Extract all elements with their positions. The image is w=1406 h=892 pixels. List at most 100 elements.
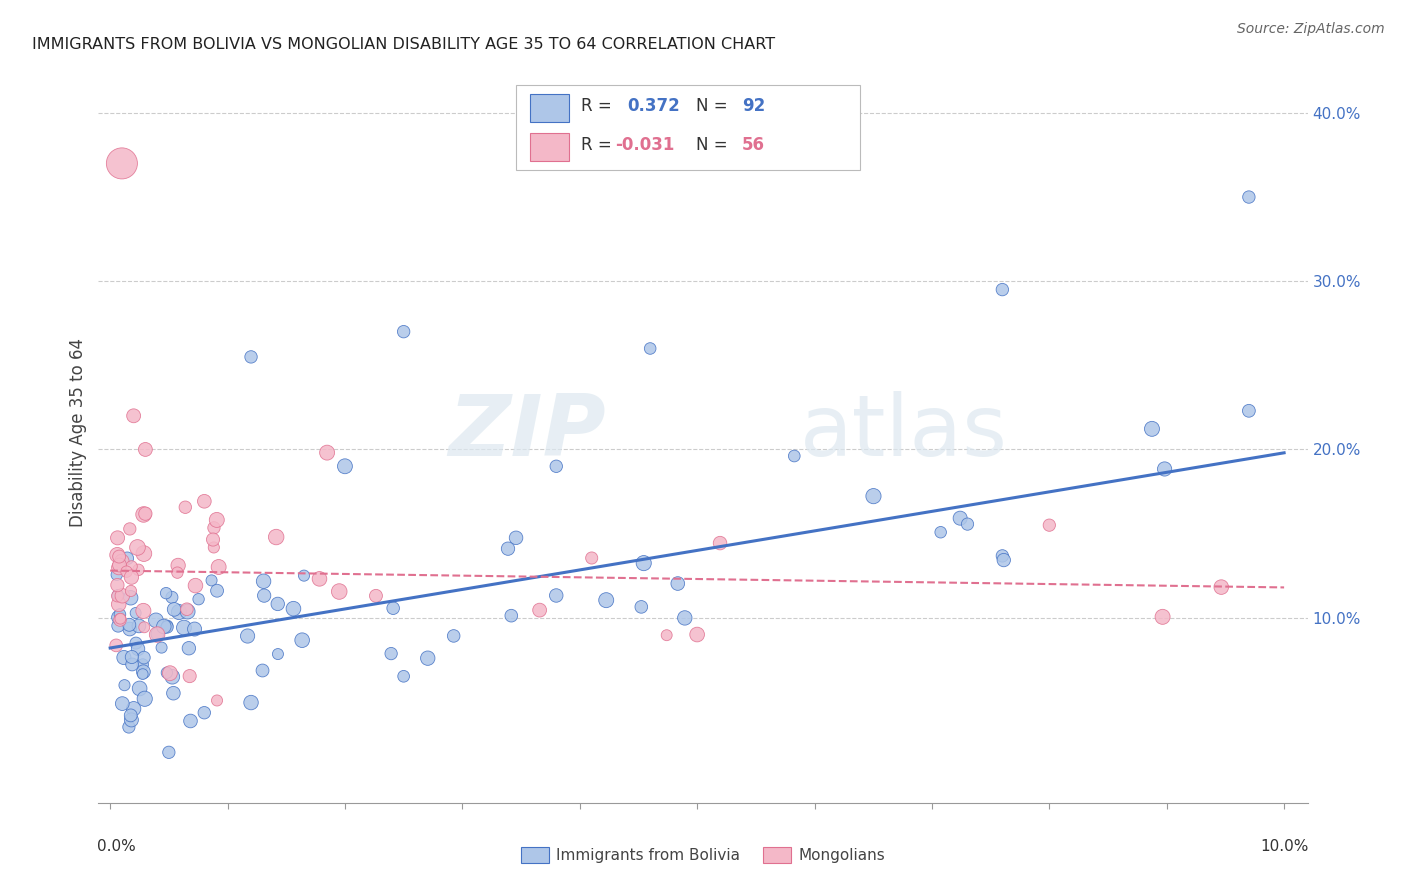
Point (1211, 580, 1233, 594)
Point (501, 608, 523, 623)
Legend: Immigrants from Bolivia, Mongolians: Immigrants from Bolivia, Mongolians (515, 841, 891, 869)
Point (107, 588, 129, 602)
Point (291, 633, 314, 648)
Point (862, 489, 884, 503)
Point (121, 559, 143, 574)
Point (240, 696, 263, 710)
Point (118, 617, 141, 632)
Point (127, 641, 149, 656)
Point (153, 619, 176, 633)
Point (114, 678, 136, 692)
Point (686, 627, 709, 641)
Point (630, 599, 652, 614)
Point (121, 657, 143, 672)
Text: N =: N = (696, 97, 733, 115)
FancyBboxPatch shape (530, 94, 569, 121)
Point (202, 533, 225, 547)
Point (208, 560, 231, 574)
Point (125, 636, 148, 650)
Point (128, 619, 150, 633)
Point (127, 563, 149, 577)
Point (443, 629, 465, 643)
Point (128, 681, 150, 696)
Text: 0.372: 0.372 (627, 97, 679, 115)
Point (145, 613, 167, 627)
Point (1038, 518, 1060, 533)
Point (655, 628, 678, 642)
Point (118, 622, 141, 636)
Point (200, 574, 222, 588)
Point (546, 459, 568, 474)
FancyBboxPatch shape (516, 85, 860, 169)
Point (118, 522, 141, 536)
Text: 10.0%: 10.0% (1260, 838, 1309, 854)
Point (1140, 422, 1163, 436)
Point (174, 500, 197, 515)
Point (107, 589, 129, 603)
Point (111, 554, 134, 568)
Point (1153, 462, 1175, 476)
Point (633, 556, 655, 570)
Point (333, 459, 356, 474)
Point (108, 549, 131, 564)
Point (202, 541, 225, 555)
Point (124, 606, 146, 620)
Point (155, 586, 177, 600)
Point (107, 619, 129, 633)
Point (160, 591, 183, 605)
Point (111, 589, 134, 603)
Point (176, 605, 198, 619)
Point (156, 619, 179, 633)
Point (316, 445, 339, 459)
Point (252, 664, 274, 678)
Point (105, 548, 128, 562)
Point (177, 641, 200, 656)
Point (112, 650, 135, 665)
Text: N =: N = (696, 136, 733, 154)
Point (132, 650, 155, 665)
Point (121, 650, 143, 665)
Point (163, 602, 186, 616)
Text: 92: 92 (742, 97, 765, 115)
Point (505, 531, 527, 545)
Point (108, 613, 131, 627)
Point (364, 589, 387, 603)
Point (179, 714, 201, 728)
Point (380, 647, 402, 661)
Point (132, 547, 155, 561)
Point (134, 507, 156, 521)
Point (120, 591, 142, 605)
Point (529, 603, 551, 617)
Point (162, 670, 184, 684)
Point (127, 541, 149, 555)
Text: ZIP: ZIP (449, 391, 606, 475)
Point (120, 713, 142, 727)
Point (202, 521, 225, 535)
Point (173, 621, 195, 635)
Point (184, 579, 207, 593)
Point (108, 558, 131, 572)
Point (416, 651, 439, 665)
Point (120, 570, 142, 584)
Point (392, 669, 415, 683)
Point (176, 602, 198, 616)
Point (146, 627, 169, 641)
Point (159, 666, 181, 681)
Point (991, 549, 1014, 563)
Point (167, 558, 190, 573)
Point (134, 620, 156, 634)
Point (107, 531, 129, 545)
Point (167, 605, 190, 619)
Point (120, 583, 142, 598)
Point (253, 589, 276, 603)
Point (929, 525, 952, 540)
Point (328, 584, 350, 599)
Point (183, 622, 205, 636)
Text: -0.031: -0.031 (614, 136, 673, 154)
Point (546, 589, 568, 603)
Point (783, 449, 806, 463)
Point (110, 612, 132, 626)
Point (949, 511, 972, 525)
Point (581, 551, 603, 566)
Y-axis label: Disability Age 35 to 64: Disability Age 35 to 64 (69, 338, 87, 527)
